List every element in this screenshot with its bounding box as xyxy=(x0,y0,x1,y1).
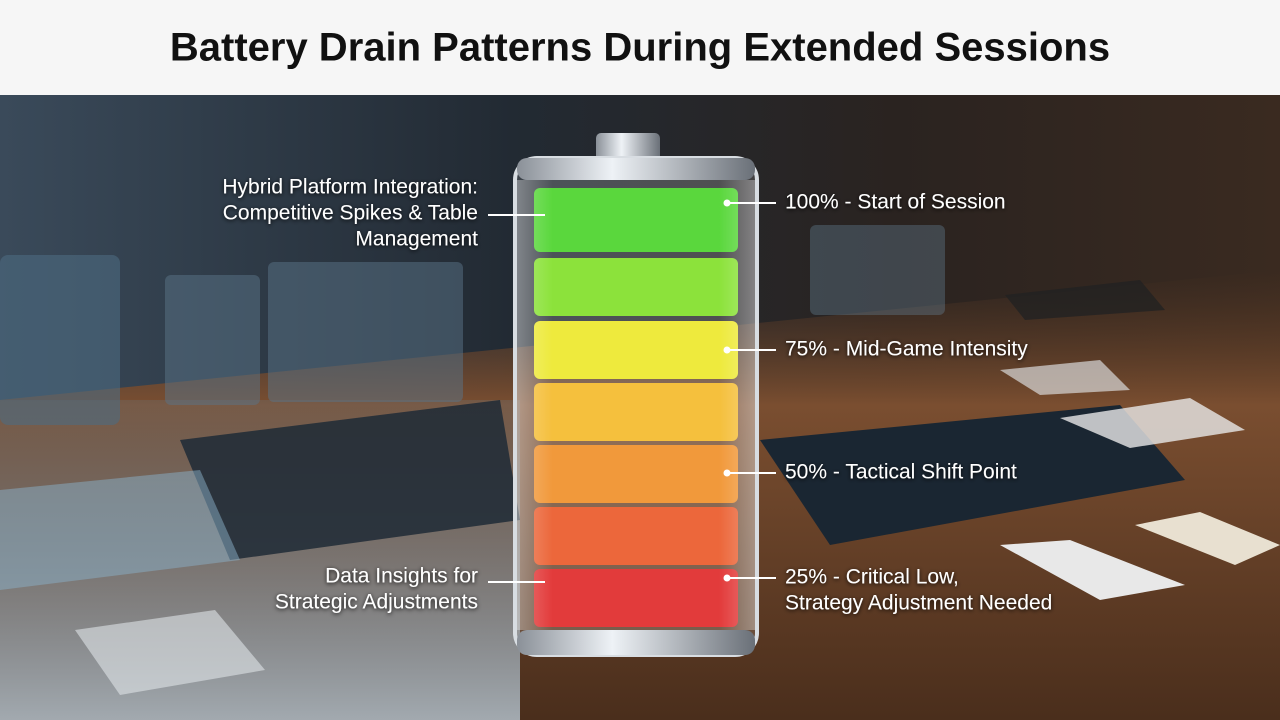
screen xyxy=(268,262,463,402)
connector-dot xyxy=(723,574,731,582)
screen xyxy=(810,225,945,315)
label-line: Hybrid Platform Integration: xyxy=(222,176,478,199)
label-line: Data Insights for xyxy=(325,565,478,588)
device xyxy=(1005,280,1165,320)
connector-dot xyxy=(723,346,731,354)
label-line: Competitive Spikes & Table xyxy=(223,202,478,225)
screen xyxy=(0,255,120,425)
label-line: Strategy Adjustment Needed xyxy=(785,592,1052,615)
battery-cap xyxy=(596,133,660,161)
card xyxy=(75,610,265,695)
label-line: 25% - Critical Low, xyxy=(785,566,959,589)
battery-rim xyxy=(517,630,755,655)
tablet xyxy=(180,400,520,560)
card xyxy=(1135,512,1280,565)
glass-highlight xyxy=(517,180,755,630)
label-line: Strategic Adjustments xyxy=(275,591,478,614)
title: Battery Drain Patterns During Extended S… xyxy=(170,26,1110,70)
label-line: Management xyxy=(355,228,478,251)
card xyxy=(1060,398,1245,448)
connector-dot xyxy=(723,199,731,207)
screen xyxy=(165,275,260,405)
label-line: 100% - Start of Session xyxy=(785,191,1006,214)
title-band xyxy=(0,0,1280,95)
label-line: 50% - Tactical Shift Point xyxy=(785,461,1017,484)
connector-dot xyxy=(723,469,731,477)
hologram xyxy=(0,470,240,590)
battery-rim xyxy=(517,158,755,180)
label-line: 75% - Mid-Game Intensity xyxy=(785,338,1028,361)
labels: Hybrid Platform Integration: Competitive … xyxy=(222,176,1052,615)
tablet xyxy=(760,405,1185,545)
card xyxy=(1000,360,1130,395)
battery xyxy=(513,133,759,657)
card xyxy=(1000,540,1185,600)
